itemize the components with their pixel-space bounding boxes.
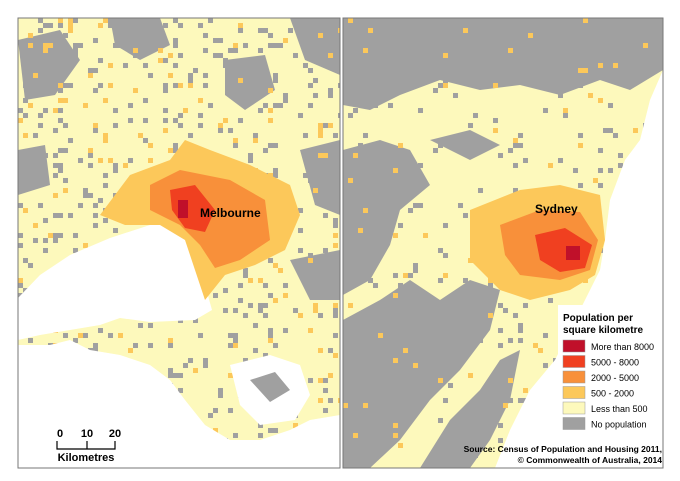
- legend-label: No population: [591, 420, 647, 430]
- melbourne-frame: [17, 17, 341, 469]
- legend-swatch: [562, 355, 586, 368]
- legend-title-line2: square kilometre: [563, 325, 643, 336]
- legend-label: 2000 - 5000: [591, 373, 639, 383]
- legend-label: Less than 500: [591, 404, 648, 414]
- sydney-frame: [342, 17, 664, 469]
- legend: Population per square kilometre More tha…: [558, 305, 662, 435]
- scale-tick-20: 20: [109, 428, 121, 440]
- legend-label: More than 8000: [591, 342, 654, 352]
- legend-swatch: [562, 386, 586, 399]
- legend-title-line1: Population per: [563, 313, 633, 324]
- scale-tick-10: 10: [81, 428, 93, 440]
- source-line1: Source: Census of Population and Housing…: [464, 444, 662, 454]
- legend-label: 5000 - 8000: [591, 358, 639, 368]
- legend-label: 500 - 2000: [591, 389, 634, 399]
- legend-swatch: [562, 370, 586, 384]
- legend-swatch: [562, 401, 586, 415]
- port-phillip-bay: [18, 225, 212, 340]
- legend-swatch: [562, 339, 586, 353]
- legend-swatch: [562, 417, 586, 430]
- scale-unit: Kilometres: [58, 452, 115, 464]
- scale-bar: 0 10 20 Kilometres: [22, 420, 132, 464]
- source-line2: © Commonwealth of Australia, 2014: [518, 455, 663, 465]
- scale-tick-0: 0: [57, 428, 63, 440]
- city-label-sydney: Sydney: [535, 202, 578, 216]
- city-label-melbourne: Melbourne: [200, 206, 261, 220]
- melbourne-map: Melbourne: [18, 18, 340, 468]
